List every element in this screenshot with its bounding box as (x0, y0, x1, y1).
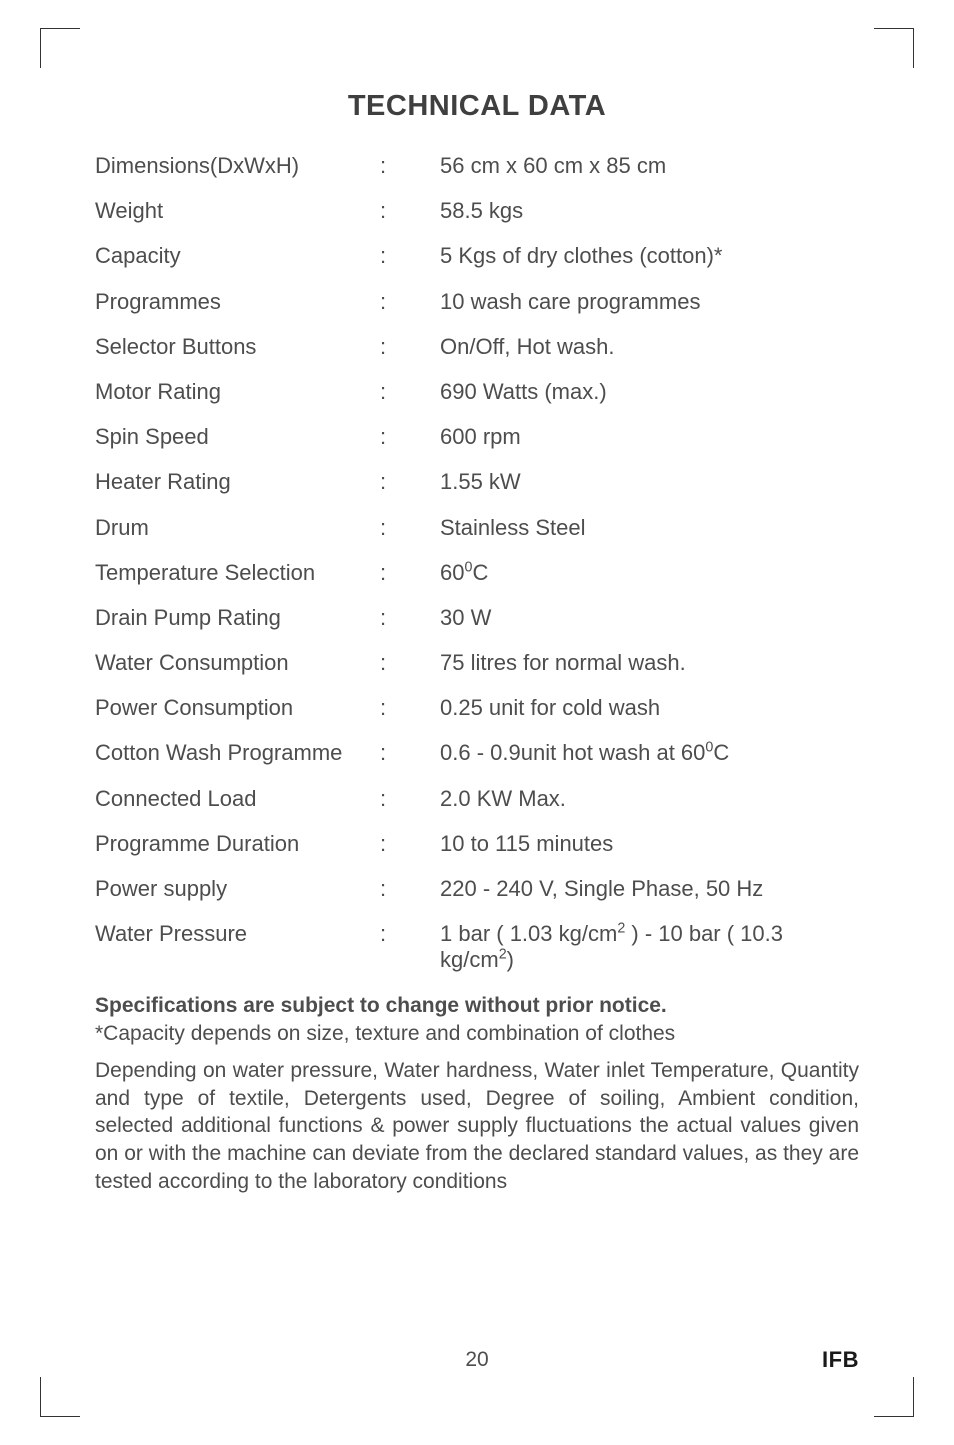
spec-row: Capacity:5 Kgs of dry clothes (cotton)* (95, 243, 859, 269)
spec-row: Water Consumption:75 litres for normal w… (95, 650, 859, 676)
spec-row: Drum:Stainless Steel (95, 515, 859, 541)
page-title: TECHNICAL DATA (95, 90, 859, 123)
spec-label: Temperature Selection (95, 560, 380, 586)
spec-value: 5 Kgs of dry clothes (cotton)* (440, 243, 859, 269)
spec-row: Selector Buttons:On/Off, Hot wash. (95, 334, 859, 360)
spec-value: 2.0 KW Max. (440, 786, 859, 812)
crop-mark-tl (40, 28, 80, 68)
spec-colon: : (380, 650, 440, 676)
spec-label: Connected Load (95, 786, 380, 812)
spec-row: Cotton Wash Programme:0.6 - 0.9unit hot … (95, 740, 859, 766)
footer: 20 IFB (95, 1347, 859, 1373)
spec-row: Connected Load:2.0 KW Max. (95, 786, 859, 812)
spec-label: Dimensions(DxWxH) (95, 153, 380, 179)
spec-colon: : (380, 379, 440, 405)
spec-colon: : (380, 469, 440, 495)
spec-colon: : (380, 424, 440, 450)
spec-value: 75 litres for normal wash. (440, 650, 859, 676)
spec-label: Selector Buttons (95, 334, 380, 360)
spec-row: Programme Duration:10 to 115 minutes (95, 831, 859, 857)
spec-row: Spin Speed:600 rpm (95, 424, 859, 450)
crop-mark-tr (874, 28, 914, 68)
spec-label: Capacity (95, 243, 380, 269)
spec-label: Power supply (95, 876, 380, 902)
spec-value: 10 to 115 minutes (440, 831, 859, 857)
spec-value: 0.25 unit for cold wash (440, 695, 859, 721)
spec-colon: : (380, 243, 440, 269)
spec-row: Weight:58.5 kgs (95, 198, 859, 224)
spec-label: Programme Duration (95, 831, 380, 857)
spec-label: Heater Rating (95, 469, 380, 495)
spec-row: Drain Pump Rating:30 W (95, 605, 859, 631)
spec-value: 1 bar ( 1.03 kg/cm2 ) - 10 bar ( 10.3 kg… (440, 921, 859, 973)
spec-row: Motor Rating:690 Watts (max.) (95, 379, 859, 405)
spec-colon: : (380, 515, 440, 541)
crop-mark-br (874, 1377, 914, 1417)
spec-value: 30 W (440, 605, 859, 631)
brand-logo: IFB (822, 1347, 859, 1373)
spec-value: 56 cm x 60 cm x 85 cm (440, 153, 859, 179)
crop-mark-bl (40, 1377, 80, 1417)
spec-label: Motor Rating (95, 379, 380, 405)
spec-label: Water Pressure (95, 921, 380, 947)
spec-label: Water Consumption (95, 650, 380, 676)
spec-colon: : (380, 876, 440, 902)
notes-bold-line: Specifications are subject to change wit… (95, 992, 859, 1019)
spec-label: Weight (95, 198, 380, 224)
spec-row: Temperature Selection:600C (95, 560, 859, 586)
spec-colon: : (380, 695, 440, 721)
spec-value: 10 wash care programmes (440, 289, 859, 315)
spec-label: Programmes (95, 289, 380, 315)
spec-colon: : (380, 198, 440, 224)
spec-value: 220 - 240 V, Single Phase, 50 Hz (440, 876, 859, 902)
spec-colon: : (380, 289, 440, 315)
spec-value: 0.6 - 0.9unit hot wash at 600C (440, 740, 859, 766)
spec-colon: : (380, 560, 440, 586)
spec-value: 600 rpm (440, 424, 859, 450)
spec-value: On/Off, Hot wash. (440, 334, 859, 360)
spec-row: Water Pressure:1 bar ( 1.03 kg/cm2 ) - 1… (95, 921, 859, 973)
spec-colon: : (380, 153, 440, 179)
spec-value: Stainless Steel (440, 515, 859, 541)
spec-row: Power supply:220 - 240 V, Single Phase, … (95, 876, 859, 902)
spec-label: Cotton Wash Programme (95, 740, 380, 766)
spec-value: 58.5 kgs (440, 198, 859, 224)
spec-colon: : (380, 786, 440, 812)
spec-label: Drum (95, 515, 380, 541)
spec-label: Drain Pump Rating (95, 605, 380, 631)
spec-value: 600C (440, 560, 859, 586)
spec-value: 1.55 kW (440, 469, 859, 495)
spec-table: Dimensions(DxWxH):56 cm x 60 cm x 85 cmW… (95, 153, 859, 973)
spec-row: Power Consumption:0.25 unit for cold was… (95, 695, 859, 721)
spec-label: Spin Speed (95, 424, 380, 450)
spec-colon: : (380, 334, 440, 360)
spec-colon: : (380, 921, 440, 947)
notes-asterisk-line: *Capacity depends on size, texture and c… (95, 1020, 859, 1047)
spec-value: 690 Watts (max.) (440, 379, 859, 405)
page-number: 20 (465, 1348, 488, 1372)
disclaimer-paragraph: Depending on water pressure, Water hardn… (95, 1057, 859, 1196)
spec-colon: : (380, 605, 440, 631)
spec-row: Programmes:10 wash care programmes (95, 289, 859, 315)
spec-row: Heater Rating:1.55 kW (95, 469, 859, 495)
notes-block: Specifications are subject to change wit… (95, 992, 859, 1047)
spec-colon: : (380, 831, 440, 857)
page: TECHNICAL DATA Dimensions(DxWxH):56 cm x… (0, 0, 954, 1445)
spec-label: Power Consumption (95, 695, 380, 721)
spec-row: Dimensions(DxWxH):56 cm x 60 cm x 85 cm (95, 153, 859, 179)
spec-colon: : (380, 740, 440, 766)
